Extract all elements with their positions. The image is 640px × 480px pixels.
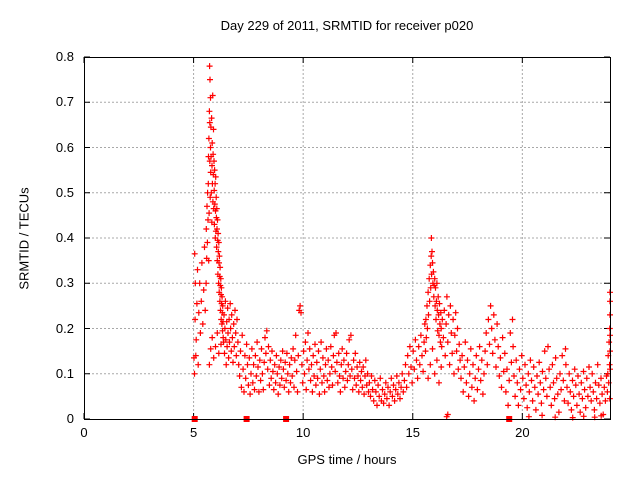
plot-area	[83, 56, 613, 422]
y-tick-label: 0.6	[55, 139, 74, 155]
y-tick-label: 0.1	[55, 365, 74, 381]
x-tick-label: 0	[80, 425, 88, 440]
x-tick-label: 15	[405, 425, 420, 440]
plot-canvas	[83, 56, 613, 422]
y-tick-label: 0	[66, 411, 74, 426]
y-tick-label: 0.5	[55, 184, 74, 200]
y-tick-label: 0.3	[55, 275, 74, 291]
y-tick-label: 0.2	[55, 320, 74, 336]
x-tick-label: 10	[295, 425, 311, 440]
x-tick-label: 5	[189, 425, 198, 440]
x-tick-label: 20	[515, 425, 530, 440]
x-axis-label: GPS time / hours	[297, 452, 397, 467]
chart-title: Day 229 of 2011, SRMTID for receiver p02…	[220, 18, 474, 33]
y-tick-label: 0.8	[55, 49, 74, 64]
y-tick-label: 0.7	[55, 94, 74, 110]
y-tick-label: 0.4	[55, 230, 74, 245]
